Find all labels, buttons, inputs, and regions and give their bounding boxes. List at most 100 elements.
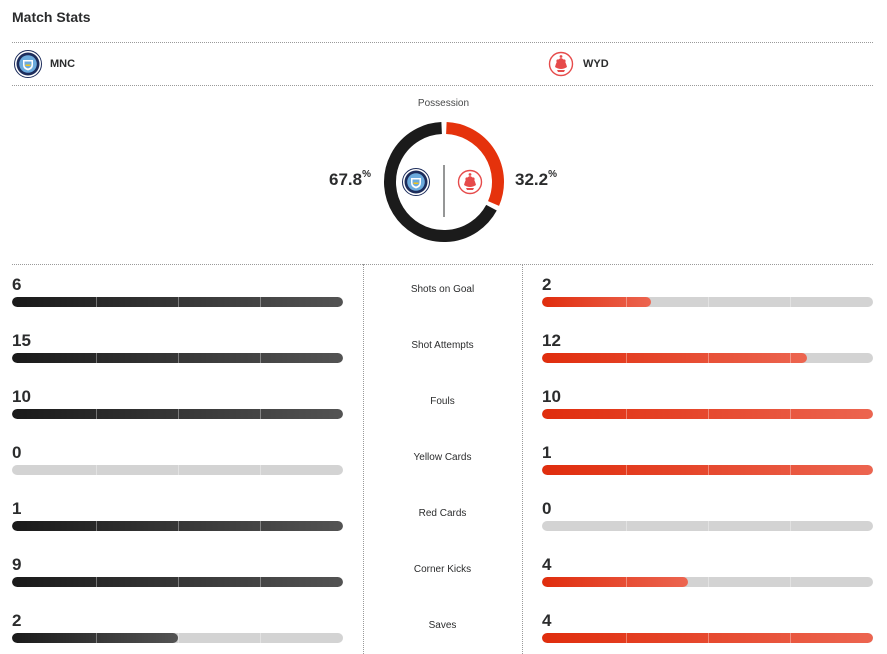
home-stat-bar <box>12 353 343 363</box>
home-stat-bar-fill <box>12 521 343 531</box>
bar-segment-divider <box>790 577 791 587</box>
away-stat-value: 0 <box>542 499 552 518</box>
bar-segment-divider <box>260 577 261 587</box>
home-stat-value: 1 <box>12 499 22 518</box>
away-stat-bar-fill <box>542 409 873 419</box>
home-stat-value: 10 <box>12 387 31 406</box>
away-stat-value: 1 <box>542 443 552 462</box>
away-stat-bar <box>542 633 873 643</box>
bar-segment-divider <box>96 297 97 307</box>
away-stat-value: 4 <box>542 555 552 574</box>
bar-segment-divider <box>178 465 179 475</box>
column-divider <box>363 264 364 654</box>
away-stat-bar-fill <box>542 465 873 475</box>
bar-segment-divider <box>708 409 709 419</box>
bar-segment-divider <box>260 465 261 475</box>
away-stat-bar <box>542 577 873 587</box>
bar-segment-divider <box>260 409 261 419</box>
away-stat-bar-fill <box>542 577 688 587</box>
away-team: WYD <box>547 50 609 78</box>
away-stat-value: 10 <box>542 387 561 406</box>
bar-segment-divider <box>96 409 97 419</box>
divider <box>12 42 873 43</box>
bar-segment-divider <box>790 409 791 419</box>
away-stat-bar-fill <box>542 633 873 643</box>
bar-segment-divider <box>626 521 627 531</box>
home-stat-value: 2 <box>12 611 22 630</box>
stat-row: 2 Saves 4 <box>0 600 887 654</box>
home-stat-value: 15 <box>12 331 31 350</box>
bar-segment-divider <box>790 297 791 307</box>
man-city-crest-icon <box>14 50 42 78</box>
divider <box>12 85 873 86</box>
bar-segment-divider <box>790 465 791 475</box>
bar-segment-divider <box>260 297 261 307</box>
bar-segment-divider <box>96 577 97 587</box>
home-team: MNC <box>14 50 75 78</box>
bar-segment-divider <box>178 297 179 307</box>
home-stat-bar-fill <box>12 409 343 419</box>
bar-segment-divider <box>96 465 97 475</box>
bar-segment-divider <box>626 353 627 363</box>
stat-row: 1 Red Cards 0 <box>0 488 887 544</box>
stat-label: Shot Attempts <box>411 340 474 351</box>
away-possession-arc <box>445 122 504 206</box>
page-title: Match Stats <box>12 9 91 25</box>
home-stat-bar <box>12 633 343 643</box>
away-possession-value: 32.2% <box>515 169 557 189</box>
bar-segment-divider <box>178 633 179 643</box>
home-possession-arc <box>384 122 497 242</box>
bar-segment-divider <box>708 633 709 643</box>
stat-label: Red Cards <box>418 508 467 519</box>
stat-row: 15 Shot Attempts 12 <box>0 320 887 376</box>
stat-label: Corner Kicks <box>413 564 472 575</box>
bar-segment-divider <box>96 353 97 363</box>
bar-segment-divider <box>790 353 791 363</box>
column-divider <box>522 264 523 654</box>
home-stat-value: 0 <box>12 443 22 462</box>
home-stat-bar <box>12 409 343 419</box>
away-stat-bar-fill <box>542 297 652 307</box>
stat-row: 10 Fouls 10 <box>0 376 887 432</box>
wydad-crest-icon <box>457 169 483 195</box>
home-stat-bar-fill <box>12 353 343 363</box>
away-team-abbr: WYD <box>583 58 609 70</box>
home-stat-value: 9 <box>12 555 22 574</box>
bar-segment-divider <box>708 297 709 307</box>
home-stat-bar <box>12 521 343 531</box>
home-possession-value: 67.8% <box>329 169 371 189</box>
home-stat-value: 6 <box>12 275 22 294</box>
bar-segment-divider <box>96 521 97 531</box>
possession-label: Possession <box>417 98 470 109</box>
bar-segment-divider <box>178 521 179 531</box>
bar-segment-divider <box>178 577 179 587</box>
bar-segment-divider <box>790 521 791 531</box>
bar-segment-divider <box>708 353 709 363</box>
away-stat-value: 2 <box>542 275 552 294</box>
bar-segment-divider <box>626 577 627 587</box>
bar-segment-divider <box>708 577 709 587</box>
man-city-crest-icon <box>402 168 430 196</box>
bar-segment-divider <box>260 633 261 643</box>
bar-segment-divider <box>708 521 709 531</box>
away-stat-bar <box>542 353 873 363</box>
stat-row: 9 Corner Kicks 4 <box>0 544 887 600</box>
bar-segment-divider <box>178 409 179 419</box>
away-stat-bar <box>542 409 873 419</box>
possession-donut <box>384 122 504 242</box>
bar-segment-divider <box>260 521 261 531</box>
home-stat-bar-fill <box>12 633 178 643</box>
bar-segment-divider <box>626 297 627 307</box>
stat-label: Yellow Cards <box>413 452 472 463</box>
stat-label: Fouls <box>430 396 455 407</box>
away-stat-bar-fill <box>542 353 807 363</box>
away-stat-bar <box>542 521 873 531</box>
bar-segment-divider <box>790 633 791 643</box>
away-stat-bar <box>542 465 873 475</box>
home-stat-bar <box>12 297 343 307</box>
away-stat-value: 4 <box>542 611 552 630</box>
bar-segment-divider <box>626 633 627 643</box>
home-team-abbr: MNC <box>50 58 76 70</box>
away-stat-value: 12 <box>542 331 561 350</box>
stat-label: Saves <box>428 620 457 631</box>
